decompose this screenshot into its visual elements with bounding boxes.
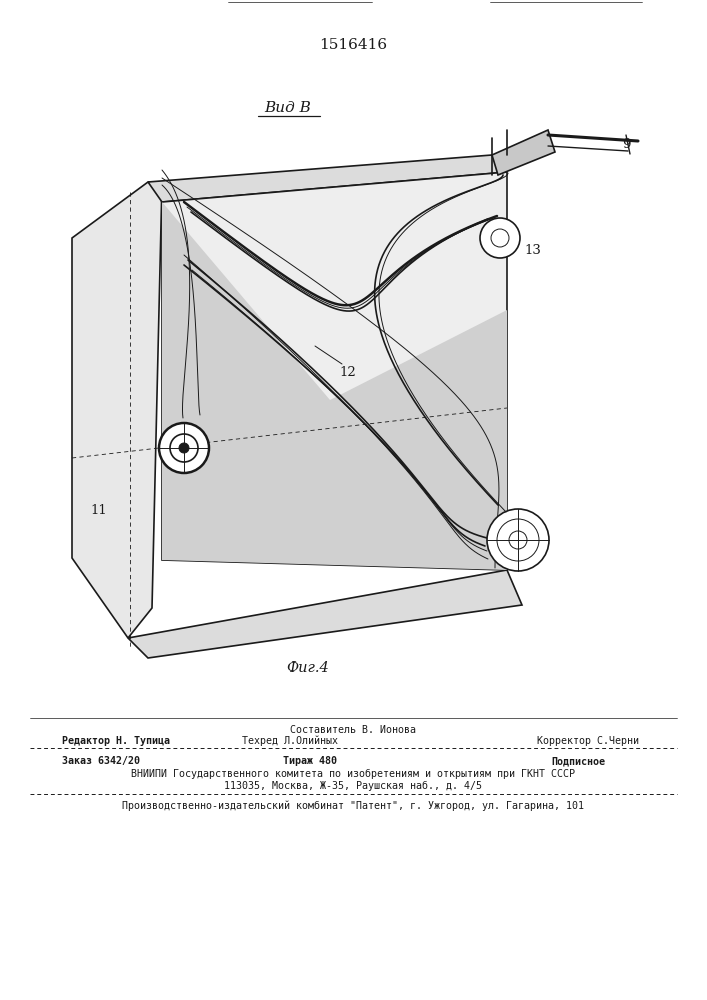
Circle shape [497, 519, 539, 561]
Polygon shape [162, 172, 507, 570]
Text: Корректор С.Черни: Корректор С.Черни [537, 736, 639, 746]
Text: Заказ 6342/20: Заказ 6342/20 [62, 756, 140, 766]
Circle shape [509, 531, 527, 549]
Text: 113035, Москва, Ж-35, Раушская наб., д. 4/5: 113035, Москва, Ж-35, Раушская наб., д. … [224, 781, 482, 791]
Text: 12: 12 [339, 365, 356, 378]
Text: Тираж 480: Тираж 480 [283, 756, 337, 766]
Text: Вид В: Вид В [264, 101, 312, 115]
Text: 13: 13 [524, 243, 541, 256]
Polygon shape [148, 155, 507, 202]
Circle shape [491, 229, 509, 247]
Text: Техред Л.Олийных: Техред Л.Олийных [242, 736, 338, 746]
Circle shape [480, 218, 520, 258]
Polygon shape [162, 202, 507, 570]
Circle shape [487, 509, 549, 571]
Circle shape [159, 423, 209, 473]
Text: Производственно-издательский комбинат "Патент", г. Ужгород, ул. Гагарина, 101: Производственно-издательский комбинат "П… [122, 801, 584, 811]
Text: Редактор Н. Тупица: Редактор Н. Тупица [62, 736, 170, 746]
Text: ВНИИПИ Государственного комитета по изобретениям и открытиям при ГКНТ СССР: ВНИИПИ Государственного комитета по изоб… [131, 769, 575, 779]
Text: 9: 9 [622, 138, 631, 151]
Text: 1516416: 1516416 [319, 38, 387, 52]
Circle shape [170, 434, 198, 462]
Polygon shape [492, 130, 555, 175]
Text: Подписное: Подписное [551, 756, 605, 766]
Polygon shape [72, 182, 162, 638]
Text: 11: 11 [90, 504, 107, 516]
Polygon shape [128, 570, 522, 658]
Text: Фиг.4: Фиг.4 [286, 661, 329, 675]
Text: Составитель В. Ионова: Составитель В. Ионова [290, 725, 416, 735]
Circle shape [179, 443, 189, 453]
